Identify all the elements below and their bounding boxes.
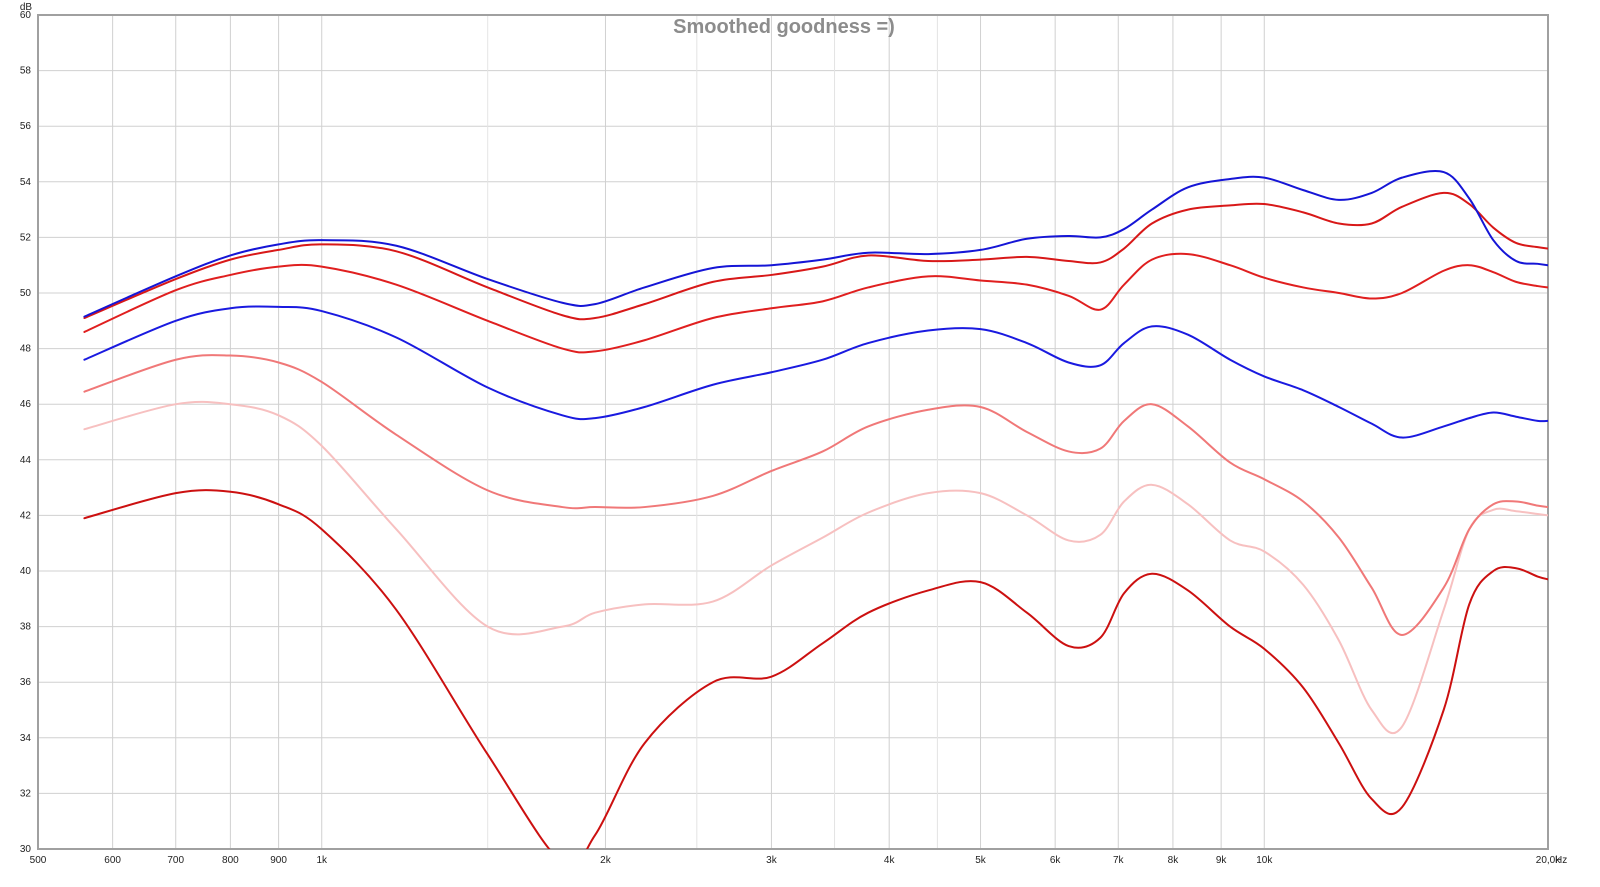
series-line-7 [83,489,1548,849]
series-line-1 [83,169,1548,318]
y-tick-label: 44 [20,455,32,466]
x-tick-label: 600 [104,855,121,866]
x-tick-label: 900 [270,855,287,866]
y-tick-label: 46 [20,399,32,410]
series-line-3 [83,252,1548,354]
y-tick-label: 32 [20,788,32,799]
y-tick-label: 42 [20,510,32,521]
grid [38,14,1548,850]
x-tick-label: 4k [884,855,896,866]
y-tick-label: 40 [20,566,32,577]
x-tick-label: 800 [222,855,239,866]
series-line-2 [83,191,1548,321]
series-line-4 [83,305,1548,439]
x-tick-label: 8k [1168,855,1180,866]
x-tick-label: 9k [1216,855,1228,866]
x-tick-label: 700 [167,855,184,866]
y-tick-label: 58 [20,66,32,77]
y-tick-label: 34 [20,733,32,744]
y-tick-label: 48 [20,344,32,355]
x-tick-label: 10k [1256,855,1273,866]
y-tick-label: 36 [20,677,32,688]
tick-labels: 30 32 34 36 38 40 42 44 46 48 50 52 54 56 58 60 500 600 70… [20,10,1561,866]
x-tick-label: 1k [316,855,328,866]
y-tick-label: 30 [20,844,32,855]
x-tick-label: 2k [600,855,612,866]
y-tick-label: 50 [20,288,32,299]
series-group [83,169,1548,849]
y-tick-label: 60 [20,10,32,21]
y-tick-label: 38 [20,622,32,633]
x-tick-label: 5k [975,855,987,866]
x-tick-label: 3k [766,855,778,866]
series-line-6 [83,400,1548,735]
x-axis-unit-label: Hz [1555,855,1567,866]
series-line-5 [83,354,1548,636]
x-tick-label: 6k [1050,855,1062,866]
x-tick-label: 7k [1113,855,1125,866]
x-tick-label: 20,0k [1536,855,1561,866]
y-axis-label: dB [20,2,33,13]
x-tick-label: 500 [30,855,47,866]
y-tick-label: 54 [20,177,32,188]
chart-title: Smoothed goodness =) [673,16,895,38]
y-tick-label: 56 [20,121,32,132]
plot-frame [37,14,1549,850]
y-tick-label: 52 [20,232,32,243]
